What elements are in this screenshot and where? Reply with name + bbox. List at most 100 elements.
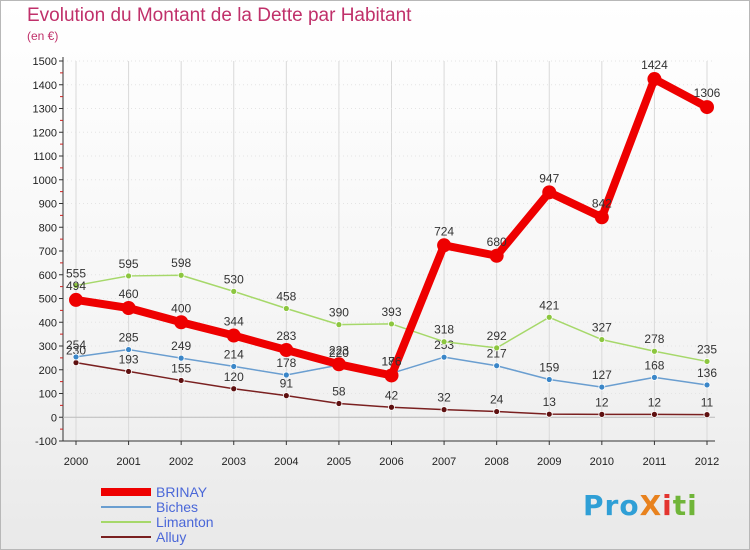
data-point-brinay (331, 357, 346, 372)
x-tick-label: 2004 (274, 456, 298, 468)
x-tick-label: 2012 (695, 456, 719, 468)
data-point-brinay (226, 328, 241, 343)
data-label-alluy: 230 (66, 344, 86, 358)
data-point-alluy (703, 411, 711, 419)
data-label-limanton: 235 (697, 342, 717, 356)
data-point-brinay (489, 248, 504, 263)
data-label-biches: 214 (224, 347, 244, 361)
data-label-limanton: 327 (592, 321, 612, 335)
data-label-brinay: 724 (434, 224, 454, 238)
data-point-limanton (125, 272, 132, 280)
data-label-alluy: 42 (385, 388, 399, 402)
x-tick-label: 2003 (222, 456, 246, 468)
data-point-biches (545, 376, 553, 383)
data-point-biches (230, 363, 238, 370)
data-point-alluy (125, 368, 132, 375)
y-tick-label: 1200 (33, 127, 57, 139)
data-label-brinay: 400 (171, 301, 191, 315)
x-tick-label: 2009 (537, 456, 561, 468)
legend-swatch (101, 506, 151, 508)
data-point-biches (651, 373, 658, 381)
data-label-biches: 220 (329, 346, 349, 360)
data-label-limanton: 421 (539, 298, 559, 312)
data-label-alluy: 11 (701, 396, 714, 410)
y-tick-label: 1000 (33, 175, 57, 187)
data-label-limanton: 458 (276, 289, 296, 303)
data-point-biches (703, 381, 711, 389)
data-point-brinay (174, 315, 189, 330)
data-point-limanton (177, 271, 185, 279)
data-point-biches (72, 353, 80, 361)
data-label-brinay: 176 (381, 354, 401, 368)
logo-part-ti: ti (672, 489, 698, 522)
data-point-alluy (440, 406, 448, 414)
data-point-alluy (651, 410, 658, 418)
data-label-limanton: 292 (487, 329, 507, 343)
chart-title: Evolution du Montant de la Dette par Hab… (27, 5, 412, 26)
data-point-limanton (282, 305, 290, 312)
legend-label: Alluy (156, 529, 187, 545)
data-label-biches: 178 (276, 356, 296, 370)
logo-part-i: i (662, 489, 673, 522)
data-point-limanton (493, 344, 501, 352)
data-label-limanton: 390 (329, 306, 349, 320)
data-point-alluy (282, 392, 290, 400)
data-label-limanton: 555 (66, 266, 86, 280)
data-label-alluy: 155 (171, 361, 191, 375)
x-tick-label: 2007 (432, 456, 456, 468)
data-label-brinay: 460 (119, 287, 139, 301)
data-point-brinay (69, 292, 83, 307)
data-point-biches (125, 346, 132, 353)
data-label-brinay: 680 (487, 235, 507, 249)
logo-part-pro: Pro (583, 489, 640, 522)
data-label-biches: 249 (171, 339, 191, 353)
data-label-limanton: 318 (434, 323, 454, 337)
data-point-brinay (700, 100, 714, 115)
data-label-alluy: 24 (490, 393, 504, 407)
data-label-alluy: 91 (280, 377, 294, 391)
data-point-limanton (72, 282, 80, 289)
y-tick-label: 1100 (33, 151, 57, 163)
data-point-biches (177, 354, 185, 362)
y-tick-label: 600 (39, 270, 57, 282)
data-label-alluy: 12 (648, 395, 662, 409)
legend-swatch (101, 536, 151, 538)
data-label-brinay: 494 (66, 279, 86, 293)
data-label-brinay: 842 (592, 196, 612, 210)
data-label-limanton: 530 (224, 272, 244, 286)
x-tick-label: 2002 (169, 456, 193, 468)
data-label-biches: 217 (487, 347, 507, 361)
legend-item-brinay: BRINAY (101, 485, 301, 500)
data-label-alluy: 193 (119, 352, 139, 366)
data-point-brinay (437, 238, 452, 253)
legend-label: BRINAY (156, 484, 208, 500)
legend-item-biches: Biches (101, 500, 301, 515)
data-label-biches: 254 (66, 338, 86, 352)
y-tick-label: 1400 (33, 80, 57, 92)
logo-part-x: X (639, 489, 663, 522)
data-point-limanton (598, 336, 606, 343)
data-point-alluy (335, 400, 343, 407)
data-point-brinay (384, 368, 399, 383)
data-point-alluy (493, 408, 501, 415)
data-label-brinay: 223 (329, 343, 349, 357)
data-label-biches: 168 (644, 358, 664, 372)
data-point-brinay (594, 210, 609, 225)
x-tick-label: 2006 (379, 456, 403, 468)
data-point-alluy (177, 377, 185, 384)
y-tick-label: 1500 (33, 56, 57, 68)
data-point-alluy (545, 410, 553, 418)
y-tick-label: 800 (39, 222, 57, 234)
data-label-brinay: 1424 (641, 58, 668, 72)
data-label-biches: 285 (119, 331, 139, 345)
data-point-limanton (230, 287, 238, 295)
data-point-alluy (72, 359, 80, 367)
data-label-limanton: 598 (171, 256, 191, 270)
data-point-brinay (279, 343, 294, 358)
data-label-biches: 159 (539, 360, 559, 374)
data-point-limanton (388, 320, 395, 328)
data-label-alluy: 12 (595, 395, 609, 409)
y-tick-label: 900 (39, 199, 57, 211)
data-point-limanton (545, 313, 553, 321)
